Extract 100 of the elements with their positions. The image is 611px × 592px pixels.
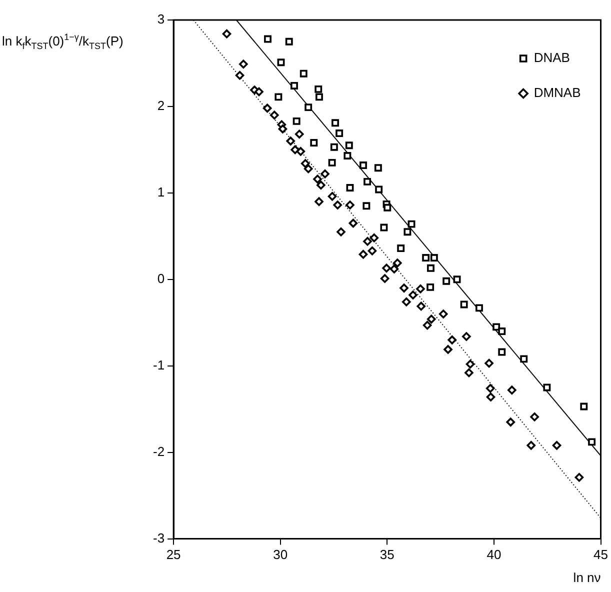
text: ln k$_{f}$k$_{TST}$(0)$^{1−γ}$/k$_{TST}$(P) [2, 32, 124, 51]
point [346, 200, 354, 210]
point [222, 29, 232, 38]
point [344, 152, 352, 160]
point [254, 87, 264, 96]
point [393, 258, 402, 268]
y-tick-label: -2 [152, 444, 165, 459]
point [466, 360, 475, 369]
point [380, 224, 388, 232]
y-tick-label: 3 [157, 12, 165, 27]
point [422, 320, 432, 330]
point [262, 104, 272, 113]
point [382, 264, 391, 273]
point [336, 130, 344, 137]
point [235, 70, 244, 80]
point [364, 178, 372, 186]
point [460, 300, 468, 308]
point [390, 264, 399, 274]
y-tick-label: -1 [152, 357, 165, 372]
point [304, 104, 312, 112]
point [422, 254, 430, 262]
point [476, 304, 483, 312]
legend-label: DNAB [534, 50, 570, 66]
point [320, 170, 330, 178]
legend-label: DMNAB [534, 85, 581, 100]
point [330, 143, 338, 151]
point [498, 348, 506, 356]
point [486, 392, 496, 402]
point [278, 124, 288, 134]
point [438, 310, 448, 318]
point [448, 336, 456, 344]
x-axis-title: ln nν [573, 570, 601, 585]
point [332, 119, 339, 127]
point [397, 244, 405, 252]
point [348, 218, 358, 228]
point [285, 38, 293, 46]
point [374, 164, 382, 172]
point [484, 358, 494, 368]
point [427, 264, 434, 272]
x-tick-label: 25 [166, 547, 181, 562]
point [486, 384, 495, 393]
point [333, 200, 342, 210]
point [416, 284, 425, 294]
point [316, 180, 326, 190]
point [404, 228, 412, 236]
point [380, 274, 390, 283]
point [368, 246, 377, 256]
point [300, 70, 308, 78]
point [310, 139, 318, 147]
point [552, 441, 562, 450]
point [313, 174, 322, 184]
point [314, 197, 324, 206]
point [574, 473, 584, 482]
point [360, 162, 367, 169]
point [426, 314, 436, 324]
point [426, 283, 434, 291]
point [444, 345, 452, 354]
point [277, 58, 285, 66]
point [402, 297, 411, 306]
y-tick-label: 2 [157, 98, 165, 114]
point [498, 328, 506, 336]
point [286, 136, 296, 146]
point [328, 158, 336, 166]
point [526, 441, 536, 450]
point [296, 147, 306, 156]
y-tick-label: -3 [152, 530, 165, 546]
point [530, 412, 539, 422]
point [362, 202, 370, 210]
point [453, 276, 461, 284]
point [384, 204, 392, 212]
point [543, 384, 551, 392]
point [442, 277, 450, 285]
point [363, 236, 372, 246]
point [375, 186, 383, 194]
point [314, 85, 322, 93]
point [270, 110, 279, 120]
point [316, 93, 323, 101]
point [239, 60, 248, 68]
point [588, 438, 596, 446]
point [274, 93, 282, 101]
point [345, 142, 353, 150]
point [336, 227, 346, 236]
point [506, 418, 516, 426]
point [462, 332, 471, 341]
point [430, 254, 438, 262]
point [580, 402, 588, 410]
x-tick-label: 35 [380, 547, 394, 562]
x-tick-label: 45 [594, 547, 608, 562]
y-tick-label: 0 [157, 270, 165, 286]
point [492, 323, 500, 331]
x-tick-label: 40 [486, 547, 502, 562]
point [408, 290, 418, 300]
point [264, 35, 272, 43]
point [400, 284, 408, 292]
point [520, 355, 528, 363]
point [292, 117, 300, 125]
point [346, 184, 354, 192]
x-tick-label: 30 [273, 547, 288, 562]
y-tick-label: 1 [157, 184, 165, 200]
point [416, 302, 426, 311]
